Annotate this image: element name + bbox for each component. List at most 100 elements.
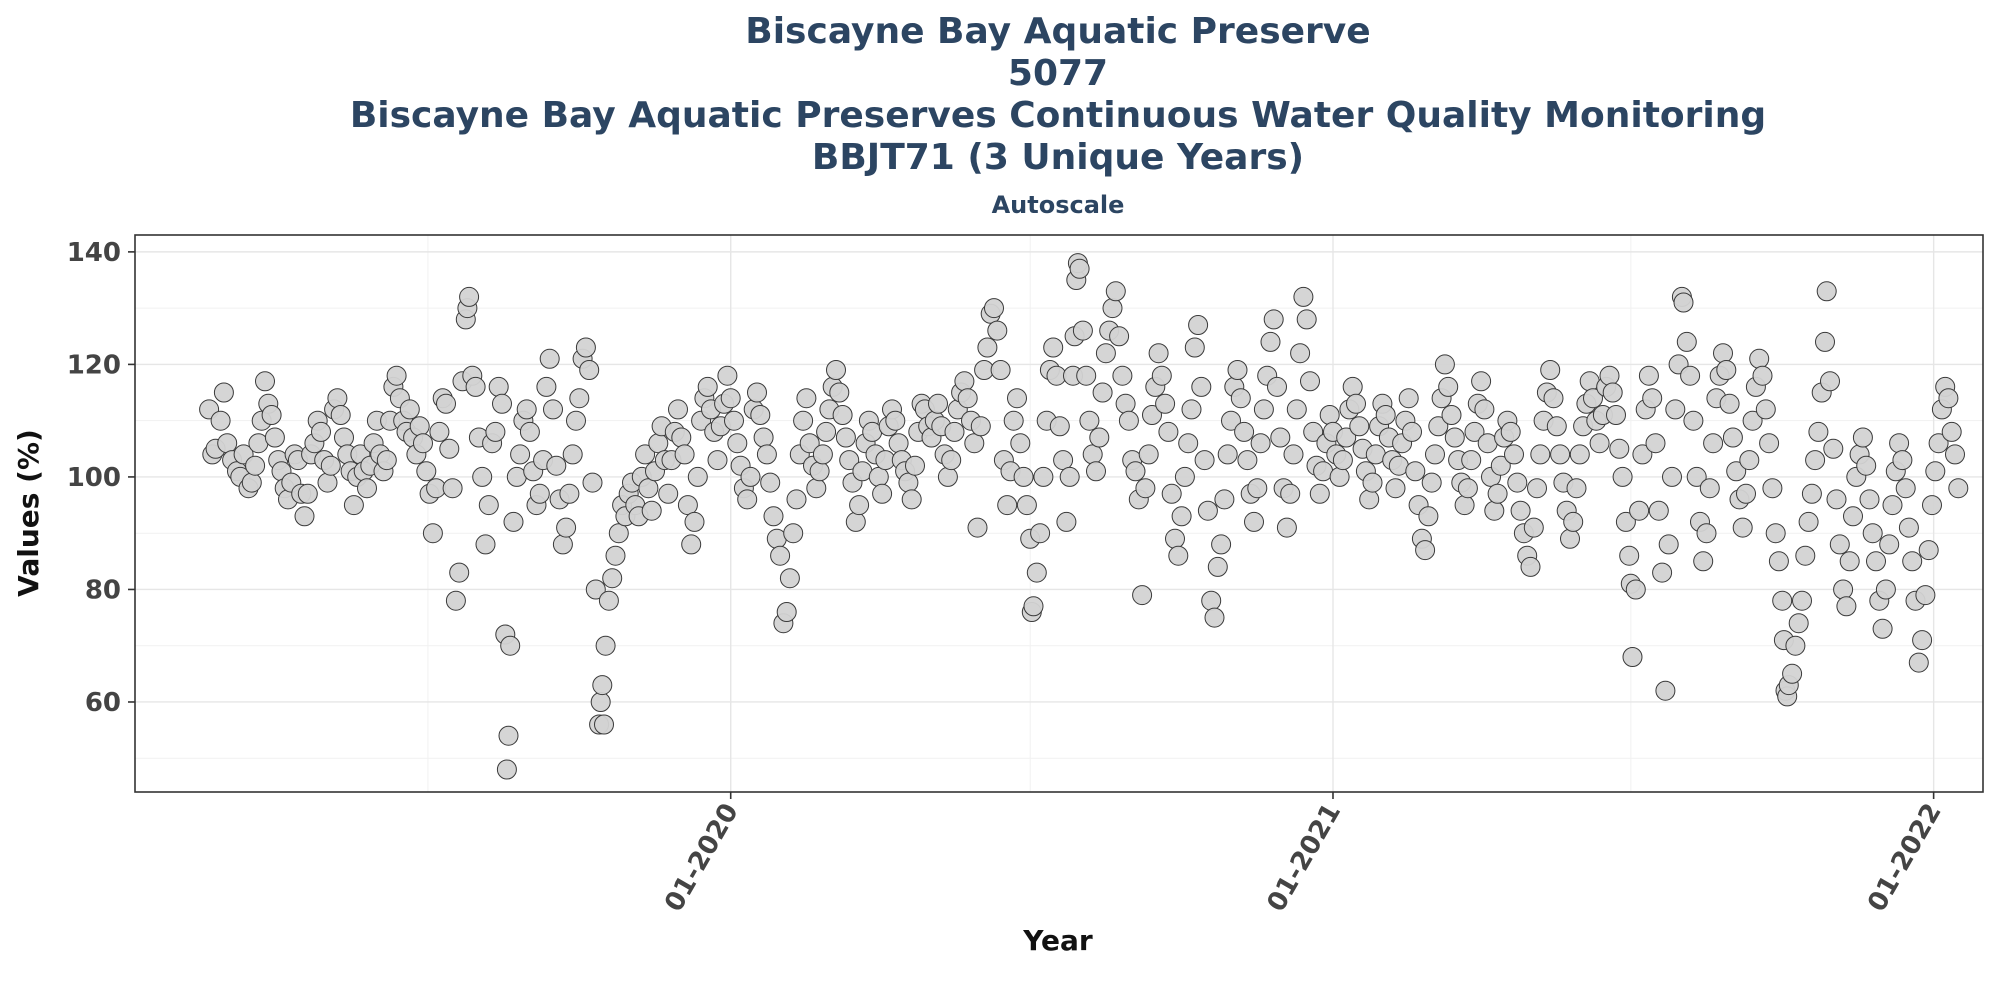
data-point bbox=[1184, 337, 1205, 358]
data-point bbox=[1655, 680, 1676, 701]
data-point bbox=[1693, 551, 1714, 572]
chart-title-line-1: Biscayne Bay Aquatic Preserve bbox=[745, 11, 1370, 52]
chart-titles: Biscayne Bay Aquatic Preserve 5077 Bisca… bbox=[350, 11, 1766, 219]
data-points bbox=[199, 253, 1969, 780]
data-point bbox=[510, 444, 531, 465]
data-point bbox=[1398, 388, 1419, 409]
data-point bbox=[1583, 388, 1603, 409]
data-point bbox=[1820, 371, 1840, 392]
data-point bbox=[1530, 444, 1551, 465]
data-point bbox=[536, 376, 557, 397]
data-point bbox=[1425, 444, 1445, 465]
data-point bbox=[1204, 607, 1225, 628]
data-point bbox=[1253, 399, 1274, 420]
data-point bbox=[569, 388, 590, 409]
data-point bbox=[1808, 421, 1829, 442]
data-point bbox=[1941, 421, 1962, 442]
data-point bbox=[1862, 523, 1883, 544]
data-point bbox=[1772, 590, 1793, 611]
data-point bbox=[1938, 388, 1959, 409]
data-point bbox=[977, 337, 998, 358]
data-point bbox=[1795, 545, 1816, 566]
data-point bbox=[1622, 647, 1643, 667]
data-point bbox=[1606, 405, 1626, 425]
data-point bbox=[1755, 399, 1776, 420]
data-point bbox=[1089, 427, 1110, 448]
data-point bbox=[1726, 461, 1747, 482]
data-point bbox=[1540, 360, 1561, 380]
data-point bbox=[1171, 506, 1192, 527]
data-point bbox=[1079, 410, 1100, 431]
data-point bbox=[1125, 461, 1146, 482]
data-point bbox=[1642, 388, 1663, 409]
data-point bbox=[1658, 534, 1679, 555]
data-point bbox=[809, 461, 830, 482]
data-point bbox=[1543, 388, 1564, 409]
data-point bbox=[500, 635, 521, 656]
data-point bbox=[1843, 506, 1863, 527]
data-point bbox=[1033, 466, 1054, 487]
data-point bbox=[898, 472, 919, 493]
data-point bbox=[1161, 483, 1182, 504]
data-point bbox=[1703, 433, 1724, 454]
data-point bbox=[1053, 450, 1074, 471]
data-point bbox=[582, 472, 603, 493]
data-point bbox=[799, 433, 820, 454]
data-point bbox=[255, 371, 275, 392]
data-point bbox=[760, 472, 781, 493]
data-point bbox=[575, 337, 596, 358]
data-point bbox=[1560, 528, 1580, 549]
data-point bbox=[1739, 450, 1760, 471]
data-point bbox=[1217, 444, 1238, 465]
data-point bbox=[1263, 309, 1284, 330]
data-point bbox=[605, 545, 626, 566]
data-point bbox=[442, 478, 463, 499]
data-point bbox=[449, 562, 470, 583]
data-point bbox=[1283, 444, 1304, 465]
data-point bbox=[839, 450, 860, 471]
data-point bbox=[245, 455, 266, 476]
data-point bbox=[1092, 382, 1113, 403]
data-point bbox=[320, 455, 341, 476]
data-point bbox=[849, 495, 870, 516]
data-point bbox=[776, 602, 797, 622]
data-point bbox=[1010, 433, 1031, 454]
data-point bbox=[1866, 551, 1886, 572]
data-point bbox=[1652, 562, 1673, 583]
data-point bbox=[498, 725, 519, 746]
data-point bbox=[343, 495, 364, 516]
data-point bbox=[1839, 551, 1860, 572]
data-point bbox=[1732, 517, 1753, 538]
data-point bbox=[608, 523, 629, 544]
data-point bbox=[1303, 421, 1324, 442]
data-point bbox=[905, 455, 925, 476]
data-point bbox=[539, 348, 560, 369]
data-point bbox=[1759, 433, 1780, 454]
data-point bbox=[261, 405, 282, 425]
data-point bbox=[317, 472, 338, 493]
data-point bbox=[556, 517, 577, 538]
data-point bbox=[635, 444, 656, 465]
data-point bbox=[429, 421, 450, 442]
data-point bbox=[1349, 416, 1370, 437]
data-point bbox=[674, 444, 695, 465]
data-point bbox=[868, 466, 889, 487]
data-point bbox=[1487, 483, 1508, 504]
data-point bbox=[327, 388, 348, 409]
data-point bbox=[750, 405, 771, 425]
data-point bbox=[1928, 433, 1949, 454]
data-point bbox=[1599, 365, 1620, 386]
data-point bbox=[503, 511, 524, 532]
data-point bbox=[1782, 663, 1803, 684]
data-point bbox=[1346, 393, 1366, 414]
chart-title-line-2: 5077 bbox=[1008, 53, 1108, 94]
data-point bbox=[1319, 405, 1340, 425]
data-point bbox=[1856, 455, 1877, 476]
data-point bbox=[1155, 393, 1176, 414]
data-point bbox=[1648, 500, 1669, 521]
data-point bbox=[1267, 376, 1287, 397]
data-point bbox=[1300, 371, 1320, 392]
data-point bbox=[724, 410, 744, 431]
data-point bbox=[1875, 579, 1896, 600]
data-point bbox=[1102, 298, 1123, 319]
